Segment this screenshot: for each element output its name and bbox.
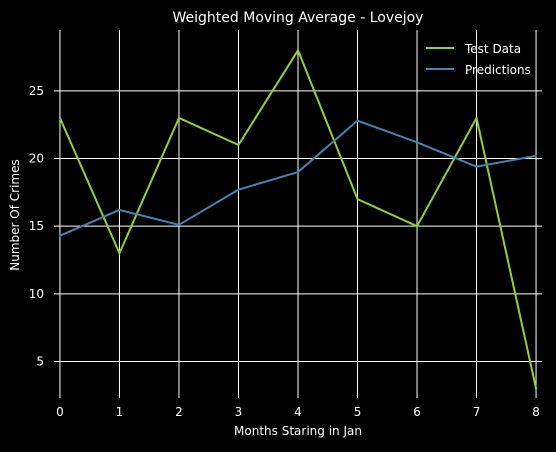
legend-label-test-data: Test Data xyxy=(464,42,521,56)
legend: Test Data Predictions xyxy=(426,42,531,77)
x-tick-label-5: 5 xyxy=(354,405,362,419)
data-point-test-data-6 xyxy=(416,225,419,228)
x-tick-label-0: 0 xyxy=(56,405,64,419)
x-tick-label-3: 3 xyxy=(235,405,243,419)
data-point-predictions-4 xyxy=(297,171,299,174)
y-tick-label-2: 15 xyxy=(29,219,44,233)
data-point-predictions-3 xyxy=(237,188,240,191)
y-tick-label-3: 20 xyxy=(29,152,44,166)
data-point-test-data-7 xyxy=(475,116,478,119)
x-tick-label-2: 2 xyxy=(175,405,183,419)
y-tick-label-4: 25 xyxy=(29,84,44,98)
data-point-predictions-2 xyxy=(177,223,180,226)
y-tick-label-0: 5 xyxy=(36,354,44,368)
x-tick-label-1: 1 xyxy=(116,405,124,419)
tick-labels: 0 1 2 3 4 5 6 7 8 5 10 15 20 25 xyxy=(29,84,540,419)
grid xyxy=(54,30,542,398)
data-point-predictions-0 xyxy=(58,234,61,237)
data-point-test-data-0 xyxy=(58,116,61,119)
x-tick-label-7: 7 xyxy=(473,405,481,419)
data-point-test-data-5 xyxy=(356,198,359,201)
x-tick-label-6: 6 xyxy=(413,405,421,419)
data-point-test-data-4 xyxy=(297,49,299,52)
x-tick-label-4: 4 xyxy=(294,405,302,419)
series-lines xyxy=(58,49,538,390)
x-axis-label: Months Staring in Jan xyxy=(234,424,362,438)
y-tick-label-1: 10 xyxy=(29,287,44,301)
data-point-predictions-7 xyxy=(475,165,478,168)
x-tick-label-8: 8 xyxy=(532,405,540,419)
data-point-predictions-5 xyxy=(356,119,359,122)
data-point-predictions-8 xyxy=(535,154,538,157)
y-axis-label: Number Of Crimes xyxy=(8,159,22,270)
data-point-test-data-8 xyxy=(535,387,538,390)
data-point-test-data-3 xyxy=(237,144,240,146)
data-point-predictions-1 xyxy=(118,208,121,211)
data-point-test-data-1 xyxy=(118,252,121,255)
chart-title: Weighted Moving Average - Lovejoy xyxy=(173,10,424,26)
legend-label-predictions: Predictions xyxy=(465,63,531,77)
data-point-test-data-2 xyxy=(177,116,180,119)
data-point-predictions-6 xyxy=(416,141,419,144)
